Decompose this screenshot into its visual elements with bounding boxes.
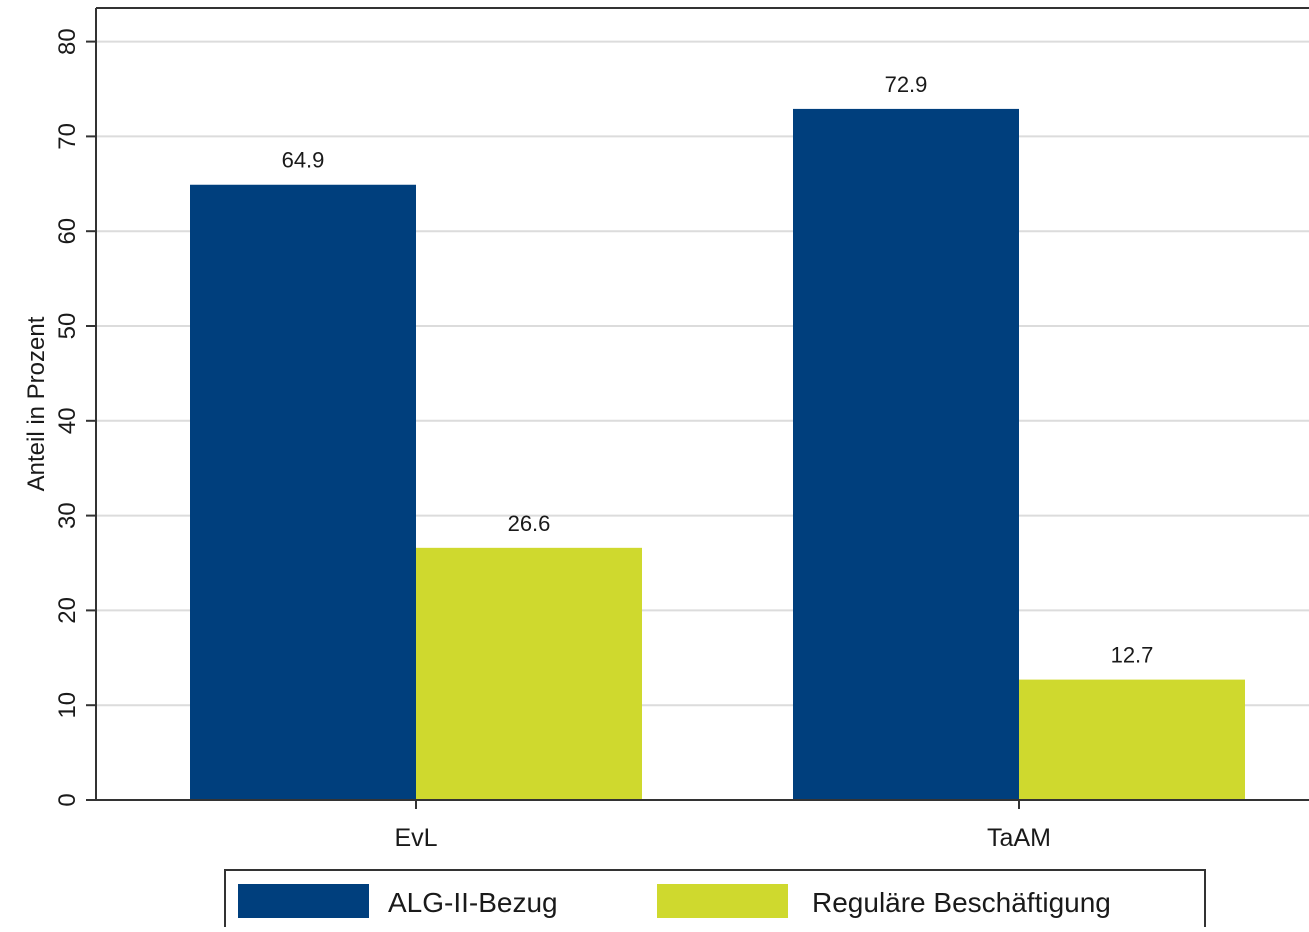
bar-evl-series-2 — [416, 547, 642, 800]
y-tick-label: 50 — [54, 313, 81, 340]
data-labels: 64.9 72.9 26.6 12.7 — [282, 72, 1154, 668]
y-tick-label: 30 — [54, 502, 81, 529]
legend-label: Reguläre Beschäftigung — [812, 887, 1111, 918]
legend-swatch — [657, 884, 788, 918]
y-tick-label: 10 — [54, 692, 81, 719]
y-tick-label: 70 — [54, 123, 81, 150]
x-tick-label: EvL — [394, 824, 437, 852]
legend: ALG-II-Bezug Reguläre Beschäftigung — [224, 869, 1206, 932]
y-axis-title: Anteil in Prozent — [23, 316, 50, 491]
x-tick-label: TaAM — [987, 824, 1051, 852]
y-tick-label: 60 — [54, 218, 81, 245]
data-label: 26.6 — [508, 511, 551, 536]
data-label: 72.9 — [885, 72, 928, 97]
bars — [190, 108, 1245, 801]
bar-taam-series-2 — [1019, 679, 1245, 800]
legend-swatch — [238, 884, 369, 918]
y-tick-label: 40 — [54, 407, 81, 434]
bar-evl-series-1 — [190, 184, 416, 801]
bar-taam-series-1 — [793, 108, 1019, 800]
legend-label: ALG-II-Bezug — [388, 887, 558, 918]
data-label: 12.7 — [1111, 643, 1154, 668]
data-label: 64.9 — [282, 148, 325, 173]
y-tick-label: 80 — [54, 28, 81, 55]
y-tick-label: 20 — [54, 597, 81, 624]
axes: 0 10 20 30 40 50 60 70 80 EvL TaAM — [54, 7, 1309, 852]
y-tick-label: 0 — [54, 793, 81, 806]
